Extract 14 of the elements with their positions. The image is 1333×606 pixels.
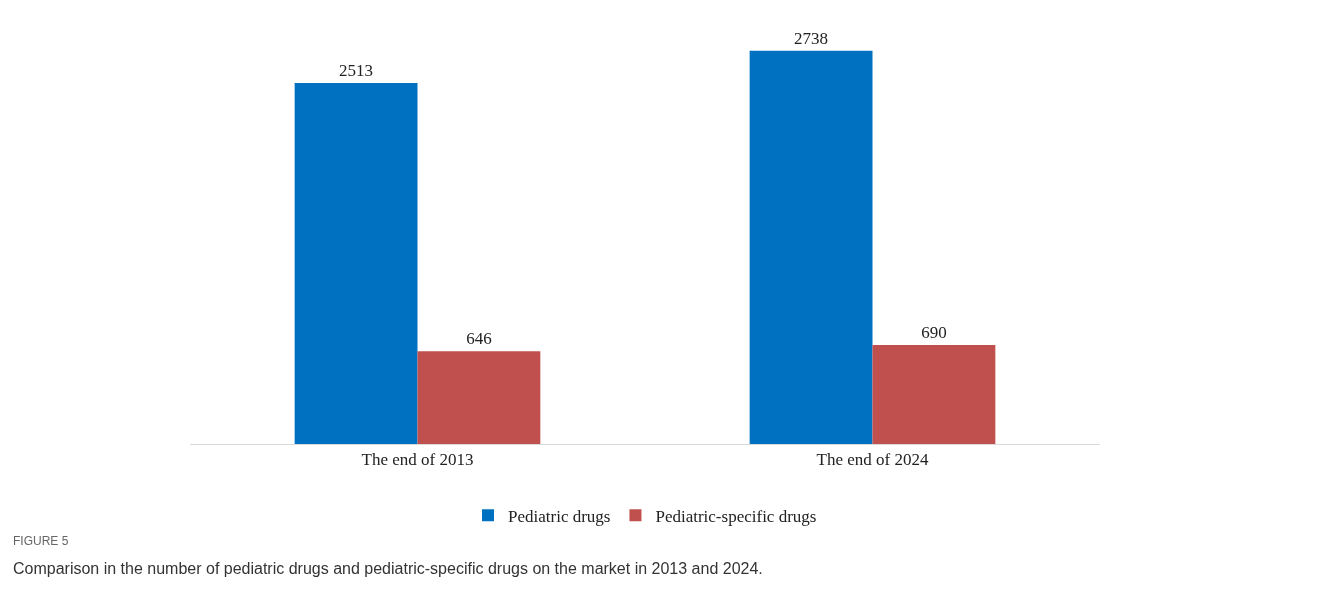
data-label: 690	[921, 322, 947, 342]
bar	[749, 50, 873, 444]
data-label: 2738	[794, 28, 829, 48]
data-label: 646	[466, 329, 492, 349]
bar	[294, 83, 418, 444]
x-tick-label: The end of 2013	[361, 450, 474, 470]
text: Comparison in the number of pediatric drugs and pediatric-specific drugs on the market in 2013 and 2024.	[13, 560, 763, 577]
legend-label: Pediatric-specific drugs	[655, 507, 817, 526]
x-tick-label: The end of 2024	[816, 450, 929, 470]
legend-label: Pediatric drugs	[508, 507, 611, 526]
bar	[872, 344, 996, 444]
data-label: 2513	[339, 61, 374, 81]
caption: FIGURE 5	[13, 534, 69, 548]
bar	[417, 351, 541, 444]
